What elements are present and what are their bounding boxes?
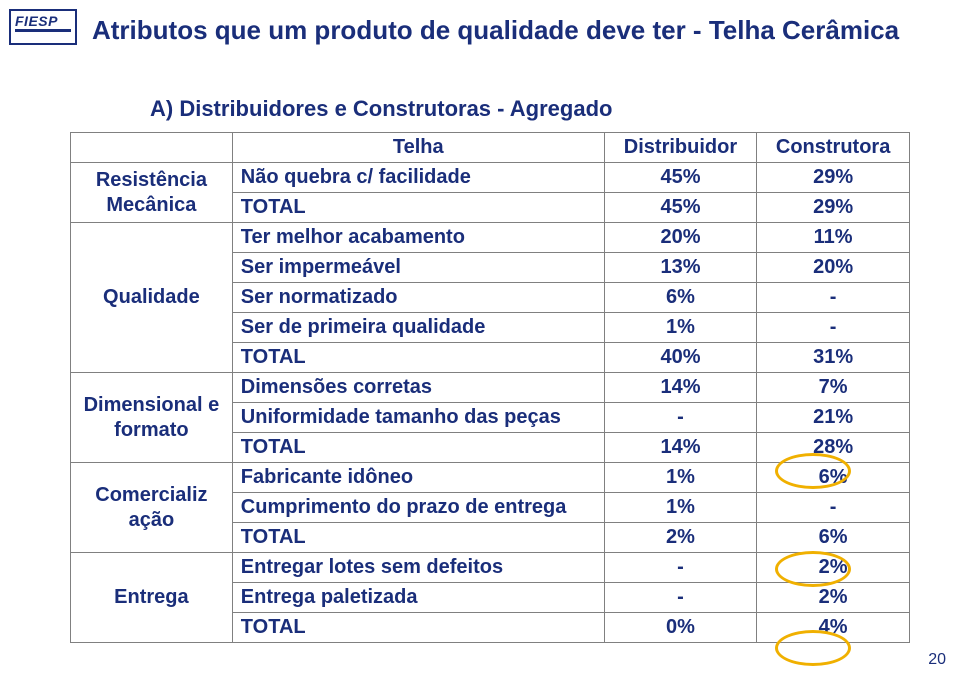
cell-attr: Ter melhor acabamento [232, 223, 604, 253]
cell-val: 14% [604, 433, 757, 463]
table-row: Resistência Mecânica Não quebra c/ facil… [71, 163, 910, 193]
th-construtora: Construtora [757, 133, 910, 163]
cat-resistencia: Resistência Mecânica [71, 163, 233, 223]
cell-attr: Entregar lotes sem defeitos [232, 553, 604, 583]
highlight-ellipse-2 [775, 551, 851, 587]
cell-val: 40% [604, 343, 757, 373]
logo-bar [15, 29, 71, 32]
cell-val: 2% [757, 583, 910, 613]
cell-val: 21% [757, 403, 910, 433]
cell-attr: Cumprimento do prazo de entrega [232, 493, 604, 523]
cell-attr: Fabricante idôneo [232, 463, 604, 493]
highlight-ellipse-1 [775, 453, 851, 489]
highlight-ellipse-3 [775, 630, 851, 666]
cell-val: 1% [604, 313, 757, 343]
cell-attr: Ser de primeira qualidade [232, 313, 604, 343]
cell-attr: Ser impermeável [232, 253, 604, 283]
slide-title: Atributos que um produto de qualidade de… [92, 14, 922, 47]
cell-val: 6% [757, 523, 910, 553]
cell-val: - [757, 313, 910, 343]
logo-text: FIESP [11, 11, 75, 29]
cell-attr: Ser normatizado [232, 283, 604, 313]
cell-val: - [604, 403, 757, 433]
cell-attr: Não quebra c/ facilidade [232, 163, 604, 193]
cell-val: - [604, 553, 757, 583]
cell-val: - [757, 493, 910, 523]
cat-dimensional: Dimensional e formato [71, 373, 233, 463]
cell-attr: TOTAL [232, 613, 604, 643]
page-number: 20 [928, 651, 946, 669]
fiesp-logo: FIESP [9, 9, 77, 45]
cell-attr: TOTAL [232, 523, 604, 553]
cell-val: 2% [604, 523, 757, 553]
cell-attr: Uniformidade tamanho das peças [232, 403, 604, 433]
cat-entrega: Entrega [71, 553, 233, 643]
cat-qualidade: Qualidade [71, 223, 233, 373]
cell-val: 1% [604, 493, 757, 523]
cell-attr: TOTAL [232, 193, 604, 223]
cell-val: - [604, 583, 757, 613]
cell-val: 20% [604, 223, 757, 253]
cell-val: 45% [604, 193, 757, 223]
cell-attr: Entrega paletizada [232, 583, 604, 613]
cell-val: 13% [604, 253, 757, 283]
th-telha: Telha [232, 133, 604, 163]
cell-val: 20% [757, 253, 910, 283]
table-row: Qualidade Ter melhor acabamento 20% 11% [71, 223, 910, 253]
cat-comercializacao: Comercializ ação [71, 463, 233, 553]
cell-val: - [757, 283, 910, 313]
cell-val: 31% [757, 343, 910, 373]
table-header-row: Telha Distribuidor Construtora [71, 133, 910, 163]
cell-val: 6% [604, 283, 757, 313]
cell-val: 7% [757, 373, 910, 403]
cell-val: 29% [757, 163, 910, 193]
slide-subtitle: A) Distribuidores e Construtoras - Agreg… [150, 96, 612, 122]
cell-val: 1% [604, 463, 757, 493]
cell-val: 11% [757, 223, 910, 253]
th-distribuidor: Distribuidor [604, 133, 757, 163]
cell-attr: Dimensões corretas [232, 373, 604, 403]
cell-val: 0% [604, 613, 757, 643]
table-row: Dimensional e formato Dimensões corretas… [71, 373, 910, 403]
slide: FIESP Atributos que um produto de qualid… [0, 0, 960, 679]
th-blank [71, 133, 233, 163]
cell-val: 14% [604, 373, 757, 403]
cell-attr: TOTAL [232, 433, 604, 463]
cell-attr: TOTAL [232, 343, 604, 373]
cell-val: 29% [757, 193, 910, 223]
cell-val: 45% [604, 163, 757, 193]
